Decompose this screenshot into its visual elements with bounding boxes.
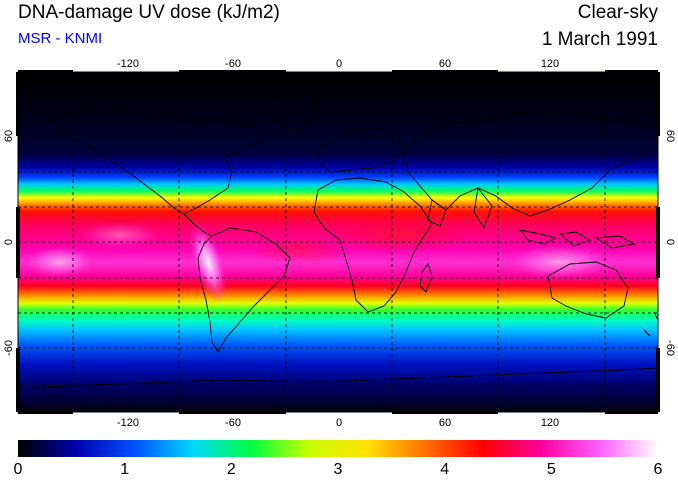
lon-tick-top: 120 [541, 58, 559, 70]
lat-tick-right: 60 [664, 130, 676, 142]
lat-tick-left: 60 [3, 130, 15, 142]
gridlines [18, 72, 658, 412]
lat-tick-right: -60 [664, 340, 676, 356]
map-date: 1 March 1991 [541, 29, 658, 50]
lon-tick-bottom: -120 [117, 417, 139, 429]
colorbar-label: 4 [440, 461, 449, 478]
colorbar-label: 5 [547, 461, 556, 478]
colorbar-label: 3 [334, 461, 343, 478]
lon-tick-bottom: -60 [225, 417, 241, 429]
lon-tick-top: -120 [117, 58, 139, 70]
lon-tick-bottom: 0 [336, 417, 342, 429]
lon-ticks-bottom: -120 -60 0 60 120 [117, 417, 559, 429]
map-title: DNA-damage UV dose (kJ/m2) [18, 2, 280, 23]
map-source: MSR - KNMI [18, 30, 103, 47]
lat-ticks-left: 60 0 -60 [3, 130, 15, 356]
colorbar-label: 2 [227, 461, 236, 478]
colorbar-label: 0 [14, 461, 23, 478]
coastlines [18, 91, 658, 389]
lat-ticks-right: 60 0 -60 [664, 130, 676, 356]
colorbar-gradient [18, 440, 658, 457]
lon-tick-bottom: 120 [541, 417, 559, 429]
lat-tick-left: 0 [3, 239, 15, 245]
lon-tick-top: 60 [439, 58, 451, 70]
uv-field [18, 72, 658, 412]
colorbar-labels: 0 1 2 3 4 5 6 [14, 461, 663, 478]
lon-tick-bottom: 60 [439, 417, 451, 429]
map-frame [16, 70, 660, 414]
lon-tick-top: 0 [336, 58, 342, 70]
lon-tick-top: -60 [225, 58, 241, 70]
lat-tick-left: -60 [3, 340, 15, 356]
colorbar-label: 1 [120, 461, 129, 478]
lat-tick-right: 0 [664, 239, 676, 245]
sky-condition: Clear-sky [577, 2, 658, 23]
colorbar-label: 6 [654, 461, 663, 478]
colorbar: 0 1 2 3 4 5 6 [14, 440, 663, 478]
lon-ticks-top: -120 -60 0 60 120 [117, 58, 559, 70]
